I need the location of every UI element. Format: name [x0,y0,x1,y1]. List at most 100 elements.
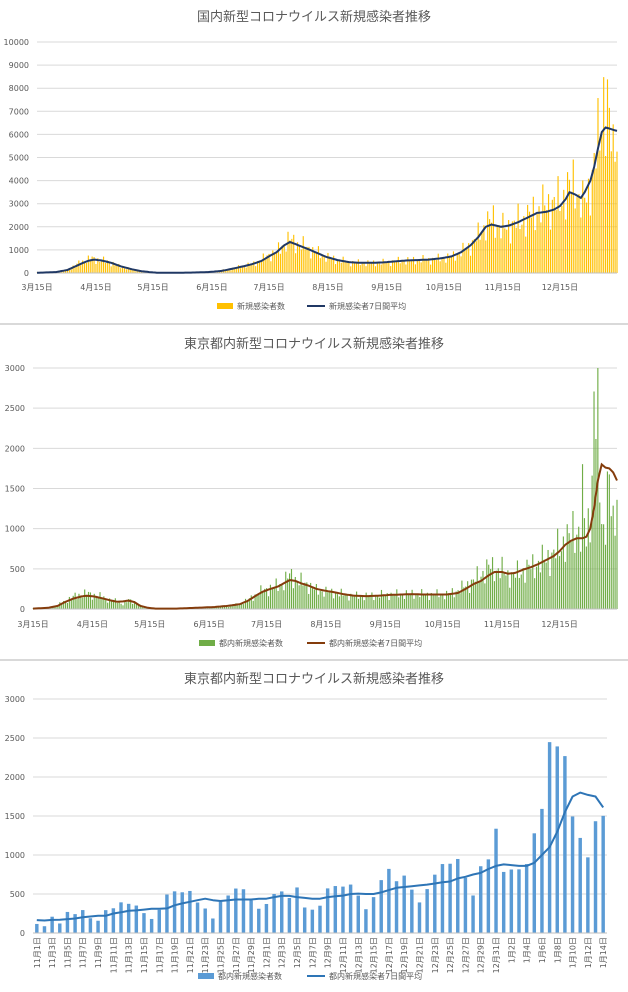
bar [595,438,597,609]
bar [93,593,95,609]
bar [417,594,419,609]
bar [568,533,570,609]
bar [296,242,299,273]
bar [254,594,256,609]
bar [64,270,67,273]
bar [464,250,466,273]
bar [421,589,423,609]
bar [593,821,598,933]
bar [359,265,361,273]
bar [608,107,610,273]
bar [407,257,409,273]
bar [348,884,353,933]
bar [333,598,335,609]
bar [109,598,111,609]
bar [342,595,344,609]
bar [496,226,498,273]
bar [327,252,329,273]
bar [106,260,108,273]
bar [401,594,404,609]
y-tick-label: 3000 [5,695,25,704]
bar [502,212,504,273]
y-tick-label: 1500 [5,812,25,821]
bar [116,602,118,609]
bar [363,263,365,273]
bar [528,564,530,609]
bar [603,77,605,273]
bar [64,601,67,609]
bar [378,597,381,609]
bar [327,592,329,609]
bar [570,816,575,933]
bar [527,204,529,273]
bar [245,267,247,273]
bar [68,596,70,609]
bar [468,243,470,273]
bar [599,502,601,609]
average-line [36,126,618,274]
bar [323,256,325,273]
bar [543,559,545,609]
bar [462,242,464,273]
bar [277,242,280,273]
x-tick-label: 1月10日 [569,937,578,968]
bar [581,464,584,609]
bar [551,552,553,609]
x-tick-label: 9月15日 [370,620,401,629]
bar [380,264,382,273]
bar [226,895,230,933]
bar [66,602,69,609]
bar [532,554,534,609]
bar [142,913,146,933]
bar [425,889,429,933]
bar [91,256,93,273]
bar [572,511,574,609]
x-tick-label: 12月1日 [262,937,271,968]
bar [135,603,137,609]
bar [118,263,120,273]
bar [468,592,471,609]
bar [304,582,306,609]
bar [578,837,582,933]
bar [490,569,492,609]
bar [486,559,488,609]
bar [610,516,612,609]
bar [272,894,276,933]
bar [578,194,580,273]
bar [373,260,375,273]
x-tick-label: 6月15日 [196,283,227,292]
bar [257,261,259,273]
x-tick-label: 1月12日 [584,937,593,968]
bar [485,240,487,273]
bar [89,592,92,609]
bar [438,597,440,609]
bar [459,593,461,609]
bar [272,250,274,273]
bar [220,270,223,273]
bar [74,592,76,609]
bar [233,604,235,609]
bar [55,606,57,609]
bar [333,886,338,933]
bar [494,828,498,933]
bar [262,253,264,273]
y-tick-label: 4000 [9,177,29,186]
bar [578,526,580,609]
bar [230,270,232,273]
bar [257,908,261,933]
y-tick-label: 6000 [9,130,29,139]
x-tick-label: 11月19日 [171,937,180,973]
x-tick-label: 11月3日 [48,937,57,968]
y-tick-label: 1500 [5,485,25,494]
average-line [36,791,605,922]
bar [392,260,394,273]
bar [562,536,564,609]
x-tick-label: 11月29日 [247,937,256,973]
bar [325,586,327,609]
bar [498,225,500,273]
bar [477,222,479,273]
bar [532,833,537,933]
bar [331,257,333,273]
bar [352,261,354,273]
x-tick-label: 8月15日 [310,620,341,629]
